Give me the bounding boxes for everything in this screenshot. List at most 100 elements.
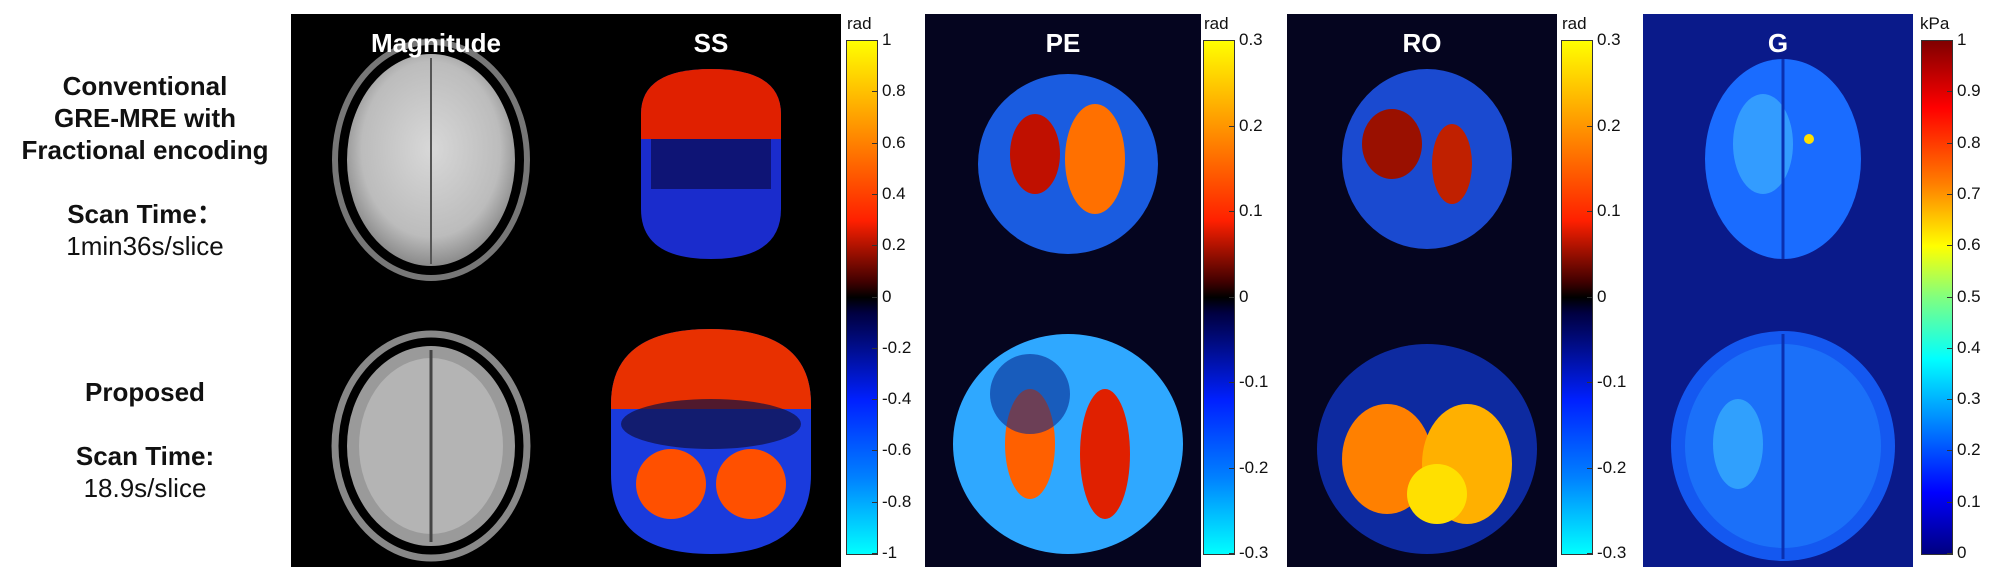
colorbar-tick-mark (872, 245, 877, 247)
ss-colorbar-unit: rad (847, 14, 872, 33)
colorbar-tick-label: 0 (1957, 543, 1967, 562)
colorbar-tick-label: 0.5 (1957, 286, 1981, 306)
panel-title-magnitude: Magnitude (371, 28, 501, 58)
ro-colorbar (1561, 40, 1593, 555)
colorbar-tick-label: -0.2 (1239, 457, 1269, 477)
colorbar-tick-label: 1 (1957, 30, 1967, 49)
colorbar-tick-label: 0.2 (1957, 440, 1981, 460)
colorbar-tick-label: 0.4 (1957, 337, 1981, 357)
colorbar-tick-label: 0.2 (882, 235, 906, 255)
colorbar-tick-label: -0.4 (882, 389, 912, 409)
colorbar-tick-label: -0.1 (1239, 372, 1269, 391)
colorbar-tick-mark (1587, 211, 1592, 212)
colorbar-tick-label: 0 (882, 286, 892, 306)
colorbar-tick-label: 0.3 (1239, 30, 1263, 49)
colorbar-tick-mark (1947, 142, 1952, 144)
colorbar-tick-mark (1947, 399, 1952, 401)
colorbar-tick-label: 0.6 (1957, 235, 1981, 255)
colorbar-tick-label: 0.1 (1597, 201, 1621, 220)
colorbar-tick-mark (1947, 40, 1952, 41)
colorbar-tick-mark (1229, 467, 1234, 469)
colorbar-tick-label: 0.8 (1957, 132, 1981, 152)
magnitude-skull-top (332, 39, 530, 281)
colorbar-tick-mark (1229, 296, 1234, 298)
colorbar-tick-label: -0.2 (1597, 457, 1627, 477)
row-title-line: Fractional encoding (21, 135, 269, 165)
colorbar-tick-label: 0.4 (882, 183, 906, 203)
row-label-conventional: Conventional GRE-MRE with Fractional enc… (0, 70, 290, 262)
ro-colorbar-unit: rad (1562, 14, 1587, 33)
magnitude-skull-bottom (331, 330, 531, 562)
row-title-line: Proposed (85, 377, 205, 407)
colorbar-tick-label: 0.2 (1597, 115, 1621, 135)
pe-colorbar (1203, 40, 1235, 555)
colorbar-tick-label: 1 (882, 30, 892, 49)
colorbar-tick-label: -0.3 (1239, 543, 1269, 562)
colorbar-tick-label: 0.9 (1957, 81, 1981, 101)
row-title-line: Conventional (62, 71, 228, 101)
colorbar-tick-mark (1947, 450, 1952, 452)
colorbar-tick-mark (1947, 553, 1952, 554)
colorbar-tick-mark (872, 91, 877, 93)
scan-time-label: Scan Time: (75, 441, 215, 471)
ro-images (1317, 69, 1537, 554)
pe-images (953, 74, 1183, 554)
pe-panel: PE (925, 14, 1201, 567)
colorbar-tick-mark (1229, 40, 1234, 41)
colorbar-tick-label: 0.1 (1239, 201, 1263, 220)
colorbar-tick-mark (1587, 467, 1592, 469)
colorbar-tick-mark (1229, 211, 1234, 212)
g-panel: G (1643, 14, 1913, 567)
colorbar-tick-label: 0 (1239, 286, 1249, 306)
colorbar-tick-mark (1587, 296, 1592, 298)
colorbar-tick-label: -0.6 (882, 440, 912, 460)
colorbar-tick-label: -0.8 (882, 491, 912, 511)
colorbar-tick-mark (872, 553, 877, 554)
colorbar-tick-label: 0 (1597, 286, 1607, 306)
row-title-line: GRE-MRE with (54, 103, 236, 133)
colorbar-tick-label: 0.2 (1239, 115, 1263, 135)
colorbar-tick-mark (872, 296, 877, 298)
colorbar-tick-label: -0.3 (1597, 543, 1627, 562)
colorbar-tick-mark (872, 399, 877, 401)
colorbar-tick-label: -0.1 (1597, 372, 1627, 391)
g-colorbar (1921, 40, 1953, 555)
panel-title-g: G (1767, 28, 1789, 58)
panel-title-pe: PE (1045, 28, 1081, 58)
panel-title-ro: RO (1402, 28, 1442, 58)
colorbar-tick-mark (1229, 125, 1234, 127)
pe-map-bottom (953, 334, 1183, 554)
colorbar-tick-mark (1587, 553, 1592, 554)
g-colorbar-unit: kPa (1920, 14, 1950, 33)
colorbar-tick-mark (872, 40, 877, 41)
colorbar-tick-mark (1587, 40, 1592, 41)
colorbar-tick-mark (1947, 296, 1952, 298)
ss-images (611, 69, 811, 554)
colorbar-tick-label: 0.3 (1597, 30, 1621, 49)
row-label-proposed: Proposed Scan Time: 18.9s/slice (0, 376, 290, 504)
colorbar-tick-mark (872, 142, 877, 144)
magnitude-images (331, 39, 531, 562)
colorbar-tick-mark (1947, 193, 1952, 195)
scan-time-value: 1min36s/slice (66, 231, 224, 261)
colorbar-tick-label: -0.2 (882, 337, 912, 357)
g-images (1671, 59, 1895, 561)
colorbar-tick-label: 0.8 (882, 81, 906, 101)
colorbar-tick-mark (872, 450, 877, 452)
colorbar-tick-label: 0.3 (1957, 389, 1981, 409)
colorbar-tick-mark (872, 501, 877, 503)
colorbar-tick-label: -1 (882, 543, 898, 562)
colorbar-tick-mark (1587, 382, 1592, 383)
scan-time-value: 18.9s/slice (83, 473, 207, 503)
colorbar-tick-mark (1229, 553, 1234, 554)
colorbar-tick-mark (1229, 382, 1234, 383)
ss-colorbar (846, 40, 878, 555)
colorbar-tick-mark (872, 193, 877, 195)
colorbar-tick-label: 0.6 (882, 132, 906, 152)
colorbar-tick-label: 0.7 (1957, 183, 1981, 203)
pe-colorbar-unit: rad (1204, 14, 1229, 33)
colorbar-tick-mark (1947, 91, 1952, 93)
colorbar-tick-mark (1947, 347, 1952, 349)
ro-panel: RO (1287, 14, 1557, 567)
scan-time-label: Scan Time： (67, 199, 223, 229)
